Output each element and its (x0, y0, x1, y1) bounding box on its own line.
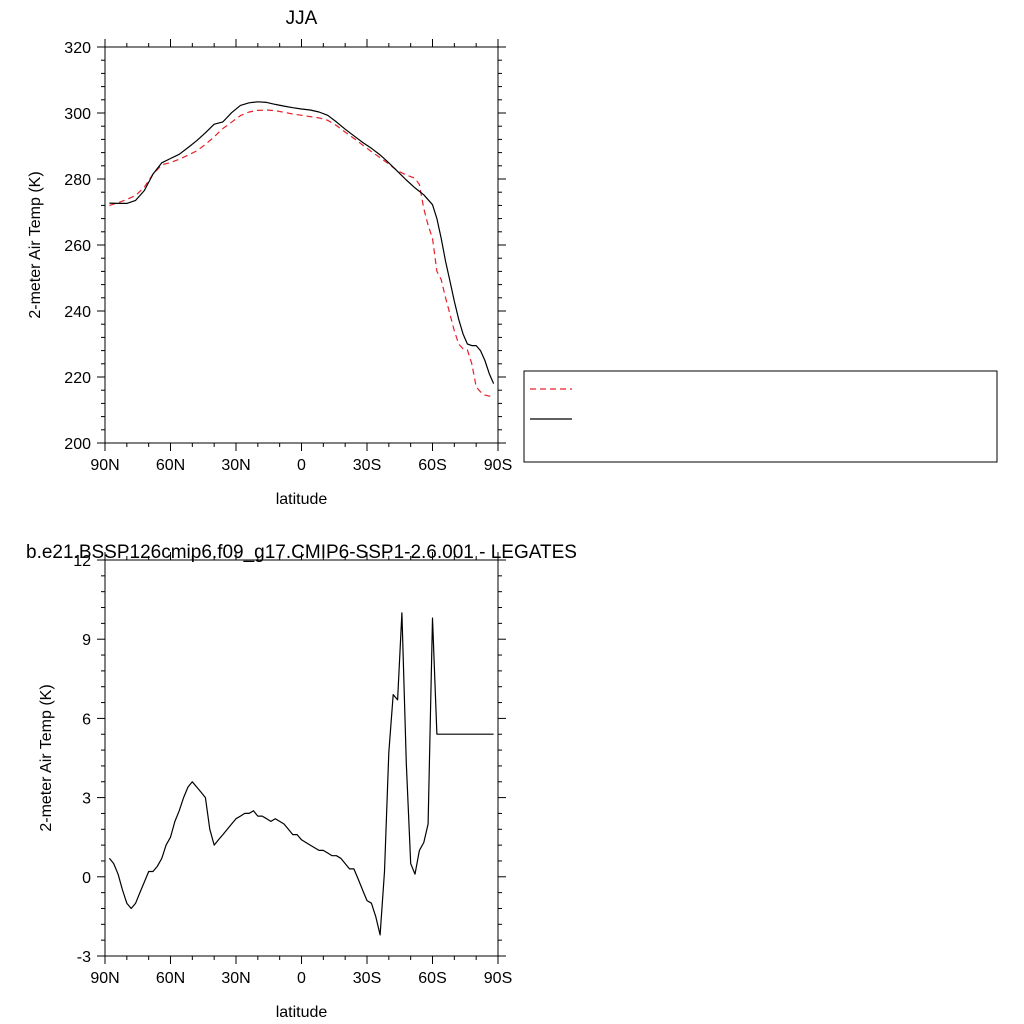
y-tick-label: 3 (82, 791, 91, 808)
y-tick-label: 240 (64, 304, 91, 321)
x-tick-label: 90S (484, 457, 512, 474)
legend-box (523, 370, 998, 463)
y-tick-label: 12 (73, 553, 91, 570)
x-tick-label: 30N (221, 970, 250, 987)
y-tick-label: 220 (64, 370, 91, 387)
panel-2: b.e21.BSSP126cmip6.f09_g17.CMIP6-SSP1-2.… (26, 542, 577, 1021)
x-tick-label: 60S (418, 970, 446, 987)
x-axis-label: latitude (276, 491, 328, 508)
x-tick-label: 90S (484, 970, 512, 987)
chart-title: JJA (286, 8, 318, 29)
y-tick-label: 300 (64, 106, 91, 123)
y-tick-label: 280 (64, 172, 91, 189)
y-tick-label: 6 (82, 711, 91, 728)
y-axis-label: 2-meter Air Temp (K) (27, 171, 44, 318)
x-tick-label: 60N (156, 457, 185, 474)
y-tick-label: 200 (64, 436, 91, 453)
series-line-difference (108, 612, 494, 936)
y-tick-label: 0 (82, 870, 91, 887)
x-axis-label: latitude (276, 1004, 328, 1021)
series-line-b-e21-bssp126cmip6-f09-g (109, 101, 495, 384)
y-axis-label: 2-meter Air Temp (K) (38, 684, 55, 831)
x-tick-label: 30N (221, 457, 250, 474)
plot-frame (104, 559, 499, 957)
y-tick-label: 320 (64, 40, 91, 57)
x-tick-label: 0 (297, 457, 306, 474)
y-tick-label: 260 (64, 238, 91, 255)
x-tick-label: 0 (297, 970, 306, 987)
x-tick-label: 30S (353, 457, 381, 474)
panel-1: JJA 90N 60N 30N 0 30S 60S 90S 200 220 240 260 280 300… (27, 8, 512, 508)
x-tick-label: 60N (156, 970, 185, 987)
y-tick-label: -3 (77, 949, 91, 966)
x-tick-label: 60S (418, 457, 446, 474)
x-tick-label: 90N (90, 970, 119, 987)
plot-frame (104, 46, 499, 444)
x-tick-label: 90N (90, 457, 119, 474)
series-line-legates (109, 109, 494, 398)
y-tick-label: 9 (82, 632, 91, 649)
x-tick-label: 30S (353, 970, 381, 987)
